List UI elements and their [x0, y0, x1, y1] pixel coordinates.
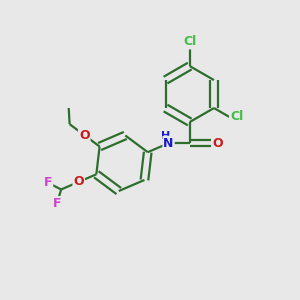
Text: Cl: Cl — [183, 35, 196, 48]
Text: F: F — [53, 197, 61, 210]
Text: N: N — [164, 137, 174, 150]
Text: O: O — [212, 137, 223, 150]
Text: O: O — [74, 176, 84, 188]
Text: F: F — [44, 176, 52, 189]
Text: O: O — [79, 129, 90, 142]
Text: H: H — [161, 131, 170, 141]
Text: Cl: Cl — [230, 110, 243, 123]
